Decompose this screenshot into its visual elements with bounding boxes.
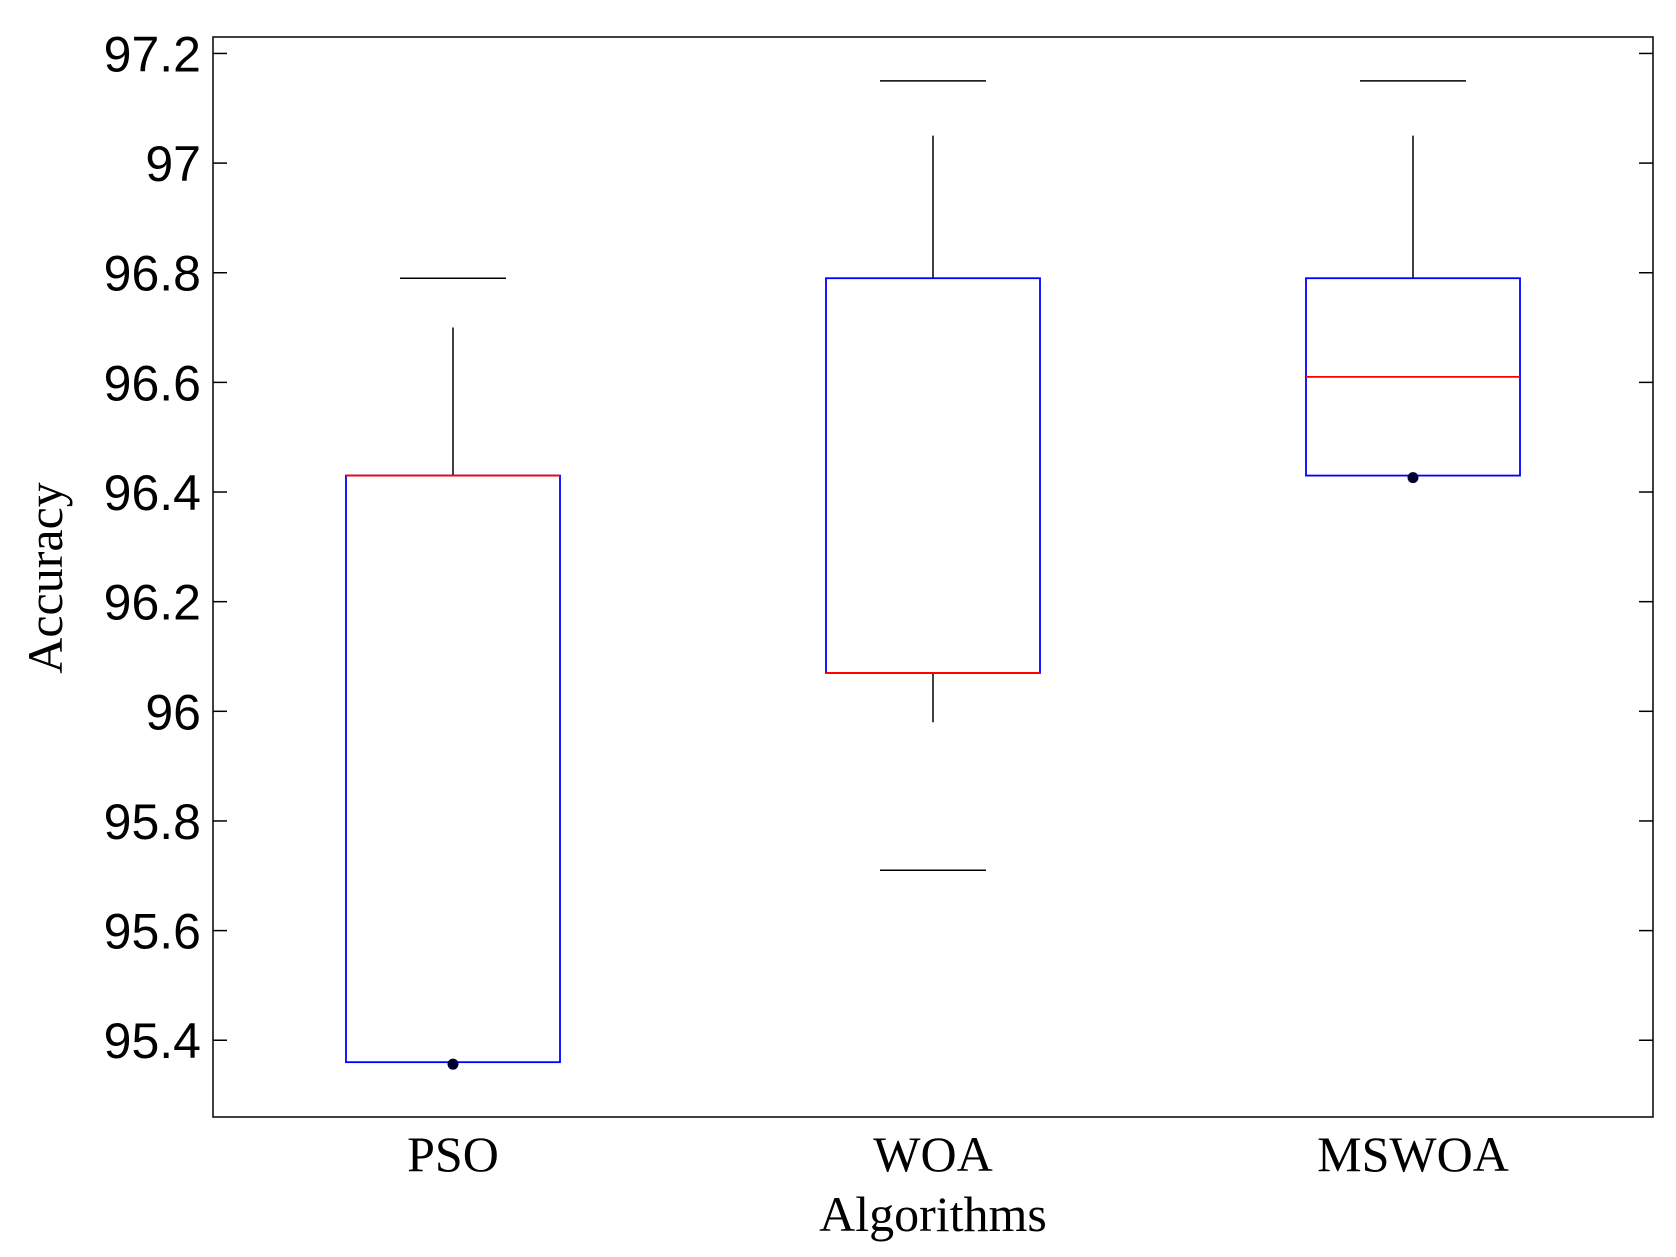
x-tick-label: MSWOA (1317, 1126, 1509, 1182)
plot-frame (212, 36, 1654, 1118)
box-pso (345, 277, 561, 1070)
y-tick-label: 95.8 (104, 794, 201, 850)
y-axis-label: Accuracy (17, 482, 73, 674)
y-tick-label: 95.4 (104, 1013, 201, 1069)
y-tick-label: 96.6 (104, 355, 201, 411)
y-tick-label: 96.4 (104, 465, 201, 521)
x-axis-label: Algorithms (819, 1186, 1047, 1242)
x-tick-label: PSO (407, 1126, 499, 1182)
box-woa (825, 80, 1041, 872)
y-tick-label: 96.2 (104, 575, 201, 631)
boxes (345, 80, 1521, 1070)
y-tick-label: 97 (145, 136, 201, 192)
box-mswoa (1305, 80, 1521, 484)
outlier-point (1407, 472, 1419, 484)
outlier-point (447, 1058, 459, 1070)
box-body (345, 474, 561, 1064)
y-tick-label: 96.8 (104, 246, 201, 302)
y-axis-ticks: 95.4 95.6 95.8 96 96.2 96.4 96.6 96.8 97 97.2 (104, 26, 1653, 1069)
y-tick-label: 96 (145, 684, 201, 740)
y-tick-label: 97.2 (104, 26, 201, 82)
y-tick-label: 95.6 (104, 904, 201, 960)
x-tick-label: WOA (873, 1126, 992, 1182)
box-body (825, 277, 1041, 674)
x-axis-ticks: PSO WOA MSWOA (407, 1126, 1509, 1182)
